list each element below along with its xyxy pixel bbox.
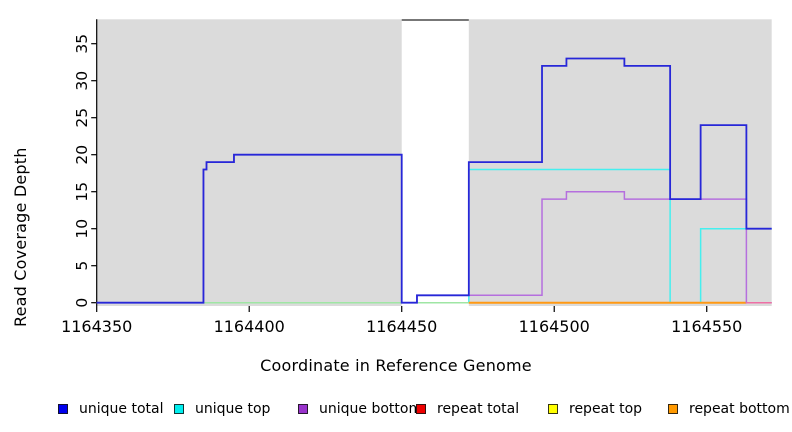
y-tick-label: 0 [73,298,91,308]
legend-label: unique total [79,401,164,417]
y-tick-label: 15 [73,182,91,202]
x-axis-title: Coordinate in Reference Genome [260,356,532,375]
y-axis-title: Read Coverage Depth [11,147,30,327]
legend-swatch-unique-bottom [298,404,308,414]
legend-label: repeat top [569,401,643,417]
x-tick-label: 1164400 [214,317,285,336]
legend-item-unique-bottom: unique bottom [298,400,422,418]
x-tick-label: 1164350 [61,317,132,336]
legend: unique total unique top unique bottom repea… [0,400,792,420]
legend-swatch-repeat-total [416,404,426,414]
legend-swatch-unique-top [174,404,184,414]
legend-swatch-repeat-bottom [668,404,678,414]
y-tick-label: 25 [73,108,91,128]
legend-label: repeat bottom [689,401,790,417]
y-tick-label: 20 [73,145,91,165]
legend-label: unique bottom [319,401,423,417]
legend-item-repeat-bottom: repeat bottom [668,400,790,418]
legend-label: repeat total [437,401,520,417]
x-tick-label: 1164500 [519,317,590,336]
series-unique-total [96,57,772,304]
y-tick-label: 30 [73,71,91,91]
x-tick-label: 1164550 [671,317,742,336]
legend-item-unique-total: unique total [58,400,163,418]
legend-item-repeat-total: repeat total [416,400,519,418]
legend-swatch-repeat-top [548,404,558,414]
legend-label: unique top [195,401,271,417]
legend-swatch-unique-total [58,404,68,414]
y-tick-label: 10 [73,219,91,239]
covered-region-1 [96,19,402,307]
legend-item-repeat-top: repeat top [548,400,642,418]
y-tick-label: 35 [73,34,91,54]
y-tick-label: 5 [73,261,91,271]
x-tick-label: 1164450 [366,317,437,336]
legend-item-unique-top: unique top [174,400,270,418]
